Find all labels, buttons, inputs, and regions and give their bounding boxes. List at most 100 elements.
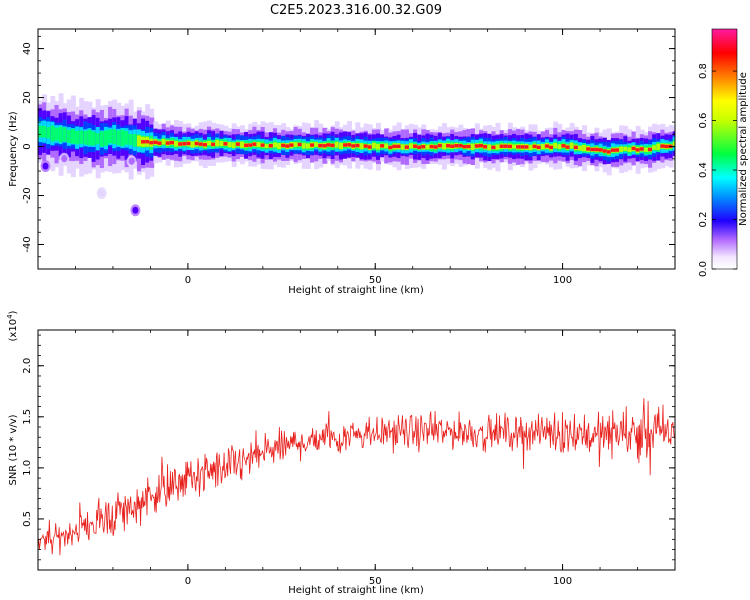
spectrogram-peak-cell bbox=[429, 144, 435, 149]
spectrogram-peak-cell bbox=[437, 143, 443, 148]
spectrogram-cell bbox=[128, 133, 134, 146]
spectrogram-peak-cell bbox=[433, 145, 439, 149]
spectrogram-peak-cell bbox=[404, 145, 410, 149]
spectrogram-x-tick-label: 50 bbox=[369, 275, 382, 286]
spectrogram-cell bbox=[553, 142, 559, 149]
spectrogram-peak-cell bbox=[549, 145, 555, 150]
spectrogram-peak-cell bbox=[235, 142, 241, 146]
spectrogram-peak-cell bbox=[285, 144, 291, 148]
spectrogram-peak-cell bbox=[223, 142, 229, 146]
spectrogram-cell bbox=[425, 144, 431, 150]
snr-y-tick-label: 2.0 bbox=[22, 358, 33, 374]
spectrogram-cell bbox=[58, 126, 64, 143]
spectrogram-peak-cell bbox=[446, 144, 451, 148]
spectrogram-peak-cell bbox=[462, 145, 468, 149]
spectrogram-peak-cell bbox=[524, 145, 530, 149]
spectrogram-peak-cell bbox=[660, 144, 666, 148]
spectrogram-peak-cell bbox=[586, 147, 592, 151]
spectrogram-peak-cell bbox=[260, 143, 266, 147]
figure-title: C2E5.2023.316.00.32.G09 bbox=[270, 3, 442, 18]
spectrogram-peak-cell bbox=[182, 142, 188, 146]
spectrogram-cell bbox=[540, 144, 546, 150]
spectrogram-peak-cell bbox=[516, 145, 522, 149]
spectrogram-peak-cell bbox=[297, 142, 303, 147]
spectrogram-peak-cell bbox=[211, 142, 217, 147]
spectrogram-peak-cell bbox=[281, 143, 287, 148]
spectrogram-cell bbox=[623, 146, 629, 151]
spectrogram-peak-cell bbox=[454, 143, 460, 148]
spectrogram-cell bbox=[256, 141, 262, 148]
spectrogram-peak-cell bbox=[330, 143, 336, 148]
spectrogram-cell bbox=[277, 143, 282, 150]
spectrogram-cell bbox=[264, 143, 270, 149]
colorbar-tick-label: 0.0 bbox=[698, 261, 709, 277]
spectrogram-cell bbox=[334, 141, 340, 148]
colorbar-label: Normalized spectral amplitude bbox=[738, 72, 749, 226]
spectrogram-cell bbox=[239, 141, 245, 148]
spectrogram-peak-cell bbox=[503, 144, 509, 148]
spectrogram-cell bbox=[582, 144, 587, 152]
spectrogram-cell bbox=[371, 142, 377, 149]
spectrogram-cell bbox=[50, 125, 56, 142]
spectrogram-peak-cell bbox=[594, 147, 600, 152]
snr-y-tick-label: 1.0 bbox=[22, 460, 33, 476]
spectrogram-peak-cell bbox=[347, 143, 353, 147]
spectrogram-peak-cell bbox=[322, 144, 328, 148]
snr-series-line bbox=[38, 398, 675, 556]
spectrogram-cell bbox=[95, 133, 101, 145]
spectrogram-cell bbox=[301, 142, 307, 149]
spectrogram-x-tick-label: 0 bbox=[185, 275, 191, 286]
snr-frame bbox=[37, 329, 676, 571]
spectrogram-peak-cell bbox=[268, 144, 274, 148]
spectrogram-y-tick-label: -20 bbox=[22, 187, 33, 203]
spectrogram-peak-cell bbox=[565, 145, 571, 149]
spectrogram-blob-core bbox=[61, 155, 68, 163]
spectrogram-peak-cell bbox=[141, 140, 146, 144]
spectrogram-cell bbox=[91, 131, 97, 146]
spectrogram-peak-cell bbox=[417, 145, 423, 150]
spectrogram-cell bbox=[136, 135, 142, 147]
spectrogram-cell bbox=[120, 129, 126, 147]
spectrogram-peak-cell bbox=[615, 148, 620, 152]
spectrogram-peak-cell bbox=[520, 145, 526, 149]
snr-x-tick-label: 50 bbox=[369, 576, 382, 587]
spectrogram-peak-cell bbox=[145, 139, 151, 144]
spectrogram-cell bbox=[54, 127, 60, 141]
spectrogram-y-tick-label: 0 bbox=[22, 143, 33, 149]
spectrogram-peak-cell bbox=[639, 147, 645, 151]
spectrogram-peak-cell bbox=[507, 144, 513, 149]
spectrogram-peak-cell bbox=[561, 144, 567, 148]
spectrogram-cell bbox=[103, 130, 109, 146]
colorbar-tick-label: 0.6 bbox=[698, 113, 709, 129]
snr-y-label: SNR (10 * v/v) bbox=[8, 414, 19, 485]
snr-x-label: Height of straight line (km) bbox=[288, 585, 424, 596]
snr-ticks: 0 50 100 0.5 1.0 1.5 2.0 bbox=[22, 330, 676, 587]
spectrogram-peak-cell bbox=[289, 143, 295, 147]
spectrogram-peak-cell bbox=[532, 144, 538, 149]
spectrogram-x-label: Height of straight line (km) bbox=[288, 285, 424, 296]
spectrogram-y-tick-label: 40 bbox=[22, 42, 33, 55]
colorbar-tick-label: 0.4 bbox=[698, 162, 709, 178]
spectrogram-cell bbox=[408, 143, 414, 149]
spectrogram-peak-cell bbox=[479, 143, 484, 148]
spectrogram-peak-cell bbox=[483, 145, 489, 149]
spectrogram-peak-cell bbox=[590, 147, 596, 152]
spectrogram-cell bbox=[384, 143, 390, 149]
spectrogram-cell bbox=[66, 129, 72, 143]
snr-panel: 0 50 100 0.5 1.0 1.5 2.0 Height of straight li… bbox=[6, 310, 676, 596]
spectrogram-heatmap bbox=[38, 93, 675, 217]
colorbar-gradient bbox=[712, 29, 737, 269]
spectrogram-peak-cell bbox=[153, 140, 159, 144]
snr-x-tick-label: 0 bbox=[185, 576, 191, 587]
spectrogram-peak-cell bbox=[606, 150, 612, 154]
spectrogram-cell bbox=[528, 144, 534, 151]
spectrogram-peak-cell bbox=[252, 142, 258, 146]
spectrogram-cell bbox=[400, 144, 406, 150]
spectrogram-cell bbox=[569, 142, 575, 149]
spectrogram-blob-core bbox=[132, 206, 139, 214]
spectrogram-peak-cell bbox=[178, 142, 184, 146]
spectrogram-cell bbox=[112, 129, 118, 144]
spectrogram-peak-cell bbox=[202, 143, 208, 147]
spectrogram-cell bbox=[512, 144, 517, 149]
